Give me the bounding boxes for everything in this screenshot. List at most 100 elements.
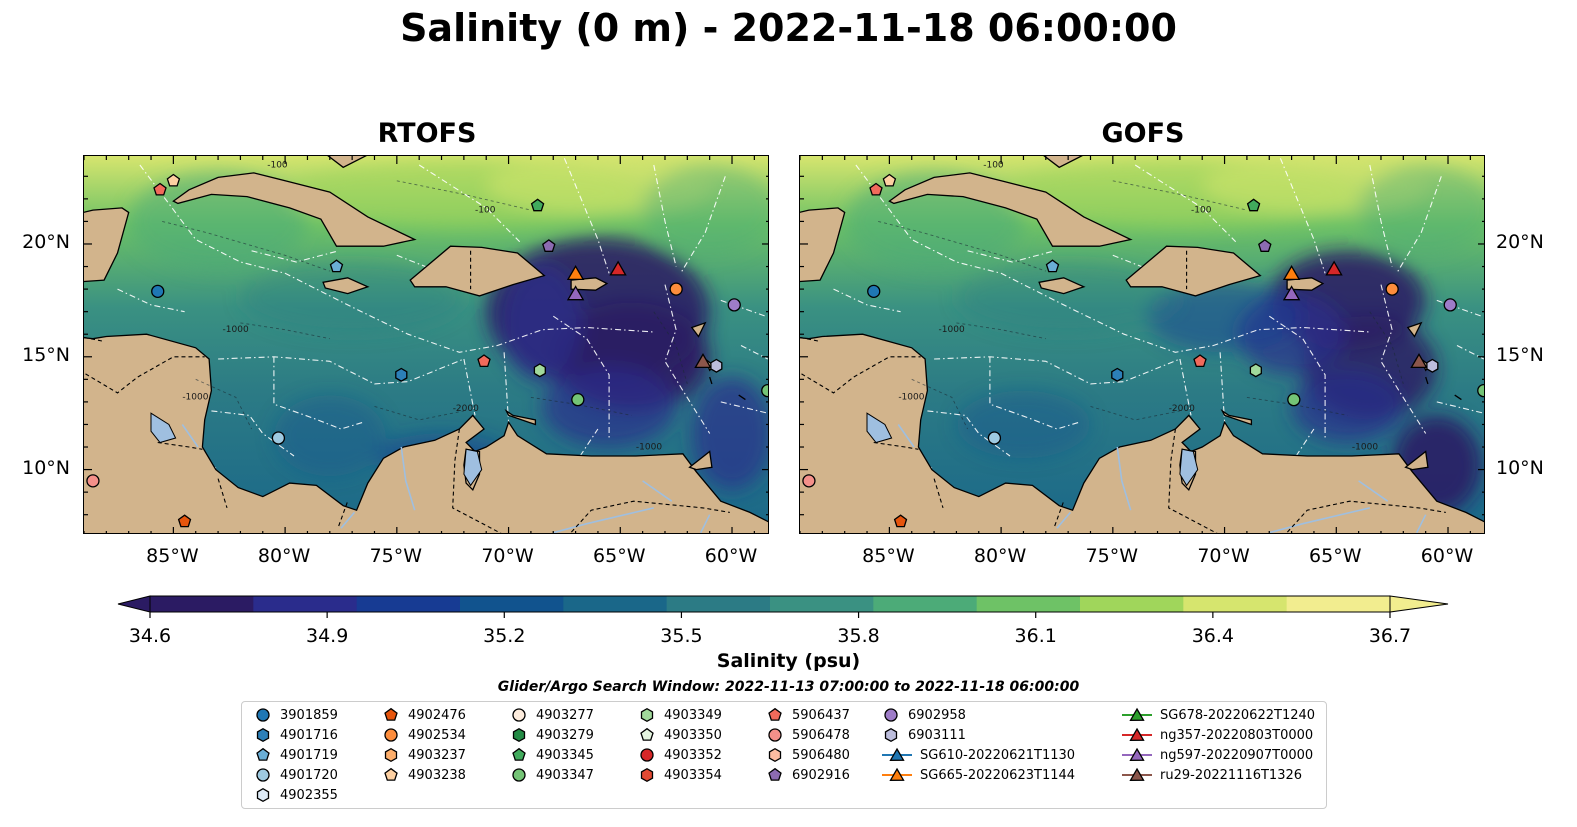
argo-float-marker xyxy=(86,474,100,488)
land-guadeloupe xyxy=(1406,321,1423,338)
legend-item-label: 5906437 xyxy=(792,707,850,723)
argo-float-marker xyxy=(166,173,181,187)
contour-label: -100 xyxy=(983,160,1004,170)
legend-marker-icon xyxy=(640,707,654,723)
axis-tick-label: 15°N xyxy=(1496,343,1544,366)
axis-tick-label: 20°N xyxy=(22,230,70,253)
legend-item-label: 4901720 xyxy=(280,767,338,783)
legend-item: 6902916 xyxy=(766,765,850,785)
legend-item-label: 4903354 xyxy=(664,767,722,783)
argo-float-marker xyxy=(882,173,897,187)
land-masses xyxy=(800,156,1484,533)
axis-tick-label: 15°N xyxy=(22,343,70,366)
legend-item: 4902355 xyxy=(254,785,338,805)
colorbar-segment xyxy=(976,596,1081,612)
legend-item: ng597-20220907T0000 xyxy=(1122,745,1313,765)
legend-marker-icon xyxy=(384,747,398,763)
axis-tick-label: 85°W xyxy=(146,545,199,567)
argo-float-marker xyxy=(1477,383,1484,398)
panel-title-rtofs: RTOFS xyxy=(377,118,477,149)
axis-tick-label: 10°N xyxy=(1496,456,1544,479)
colorbar-label: Salinity (psu) xyxy=(716,650,861,672)
legend-item-label: SG610-20220621T1130 xyxy=(920,747,1076,763)
land-lucia xyxy=(1425,376,1429,385)
argo-float-marker xyxy=(530,198,545,212)
argo-float-marker xyxy=(802,474,816,488)
colorbar-tick-label: 34.9 xyxy=(306,625,348,647)
axis-tick-label: 80°W xyxy=(973,545,1027,567)
glider-tracks xyxy=(1282,260,1428,369)
legend-item-label: SG678-20220622T1240 xyxy=(1160,707,1316,723)
argo-float-marker xyxy=(329,259,344,273)
legend-item: 6902958 xyxy=(882,705,966,725)
legend-marker-icon xyxy=(512,727,526,743)
argo-float-marker xyxy=(710,358,723,373)
colorbar-tick-label: 36.7 xyxy=(1369,625,1411,647)
argo-floats xyxy=(802,173,1484,528)
legend-marker-icon xyxy=(1122,767,1152,781)
glider-marker xyxy=(1282,285,1301,301)
legend-item: ru29-20221116T1326 xyxy=(1122,765,1302,785)
argo-float-marker xyxy=(1111,367,1124,382)
argo-float-marker xyxy=(1246,198,1261,212)
legend-item: 4903347 xyxy=(510,765,594,785)
contour-label: -1000 xyxy=(223,325,249,335)
legend-marker-icon xyxy=(512,747,526,761)
legend-item: 4903352 xyxy=(638,745,722,765)
argo-float-marker xyxy=(1443,298,1457,312)
glider-marker xyxy=(694,352,712,369)
map-panel-gofs[interactable]: -100 -100 -1000 -1000 -2000 -1000 xyxy=(799,155,1485,534)
axis-tick-label: 85°W xyxy=(862,545,915,567)
axis-tick-label: 70°W xyxy=(481,545,534,567)
contour-label: -2000 xyxy=(453,404,479,414)
lake xyxy=(150,412,177,444)
legend-item: 5906478 xyxy=(766,725,850,745)
argo-float-marker xyxy=(1193,354,1207,368)
frame-ticks xyxy=(84,156,768,533)
argo-float-marker xyxy=(533,363,546,378)
colorbar-segment xyxy=(253,596,358,612)
glider-marker xyxy=(1325,260,1343,276)
legend-item: 4903237 xyxy=(382,745,466,765)
legend-marker-icon xyxy=(882,747,912,761)
map-canvas-gofs: -100 -100 -1000 -1000 -2000 -1000 xyxy=(800,156,1484,533)
contour-label: -1000 xyxy=(182,393,208,403)
argo-float-marker xyxy=(867,284,881,299)
land-aruba xyxy=(1220,408,1253,426)
legend-item: 5906480 xyxy=(766,745,850,765)
colorbar-segment xyxy=(1286,596,1391,612)
contour-label: -100 xyxy=(1191,205,1212,215)
contour-label: -100 xyxy=(475,205,496,215)
land-bahamas1 xyxy=(1043,156,1083,169)
land-trinidad xyxy=(1404,450,1429,471)
legend-item-label: 5906480 xyxy=(792,747,850,763)
legend-item: 4901719 xyxy=(254,745,338,765)
land-cuba xyxy=(888,172,1133,247)
axis-tick-label: 20°N xyxy=(1496,230,1544,253)
land-trinidad xyxy=(688,450,713,471)
argo-float-marker xyxy=(271,431,286,445)
argo-float-marker xyxy=(477,354,491,368)
legend-item-label: 4902534 xyxy=(408,727,466,743)
land-aruba xyxy=(504,408,537,426)
contour-label: -1000 xyxy=(939,325,965,335)
glider-tracks xyxy=(566,260,712,369)
legend-marker-icon xyxy=(640,727,654,741)
page-title: Salinity (0 m) - 2022-11-18 06:00:00 xyxy=(400,6,1177,50)
argo-float-marker xyxy=(1287,392,1301,407)
land-jamaica xyxy=(322,277,370,295)
legend-item: 4902534 xyxy=(382,725,466,745)
argo-float-marker xyxy=(761,383,768,398)
map-panel-rtofs[interactable]: -100 -100 -1000 -1000 -2000 -1000 xyxy=(83,155,769,534)
colorbar-segment xyxy=(356,596,461,612)
legend-item-label: 4903238 xyxy=(408,767,466,783)
legend-item-label: 4903350 xyxy=(664,727,722,743)
rivers xyxy=(897,424,1427,533)
legend-marker-icon xyxy=(256,747,270,761)
legend-marker-icon xyxy=(256,727,270,743)
legend-marker-icon xyxy=(1122,727,1152,741)
legend-item-label: 4903279 xyxy=(536,727,594,743)
land-jamaica xyxy=(1038,277,1086,295)
lake xyxy=(463,448,483,487)
legend-item: 4903349 xyxy=(638,705,722,725)
